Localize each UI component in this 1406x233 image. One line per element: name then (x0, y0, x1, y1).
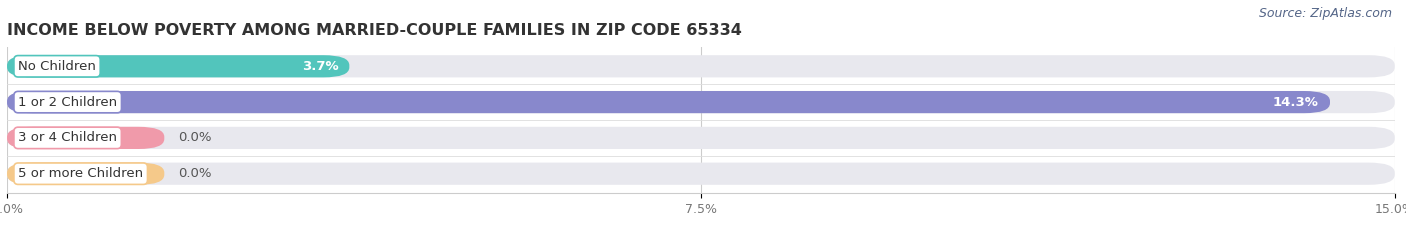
FancyBboxPatch shape (7, 163, 165, 185)
Text: 0.0%: 0.0% (179, 131, 212, 144)
Text: INCOME BELOW POVERTY AMONG MARRIED-COUPLE FAMILIES IN ZIP CODE 65334: INCOME BELOW POVERTY AMONG MARRIED-COUPL… (7, 24, 742, 38)
FancyBboxPatch shape (7, 127, 1395, 149)
Text: 14.3%: 14.3% (1272, 96, 1319, 109)
Text: 3.7%: 3.7% (302, 60, 339, 73)
FancyBboxPatch shape (7, 55, 1395, 77)
FancyBboxPatch shape (7, 55, 349, 77)
Text: Source: ZipAtlas.com: Source: ZipAtlas.com (1258, 7, 1392, 20)
FancyBboxPatch shape (7, 163, 1395, 185)
Text: 3 or 4 Children: 3 or 4 Children (18, 131, 117, 144)
FancyBboxPatch shape (7, 127, 165, 149)
Text: 1 or 2 Children: 1 or 2 Children (18, 96, 117, 109)
FancyBboxPatch shape (7, 91, 1330, 113)
FancyBboxPatch shape (7, 91, 1395, 113)
Text: No Children: No Children (18, 60, 96, 73)
Text: 5 or more Children: 5 or more Children (18, 167, 143, 180)
Text: 0.0%: 0.0% (179, 167, 212, 180)
